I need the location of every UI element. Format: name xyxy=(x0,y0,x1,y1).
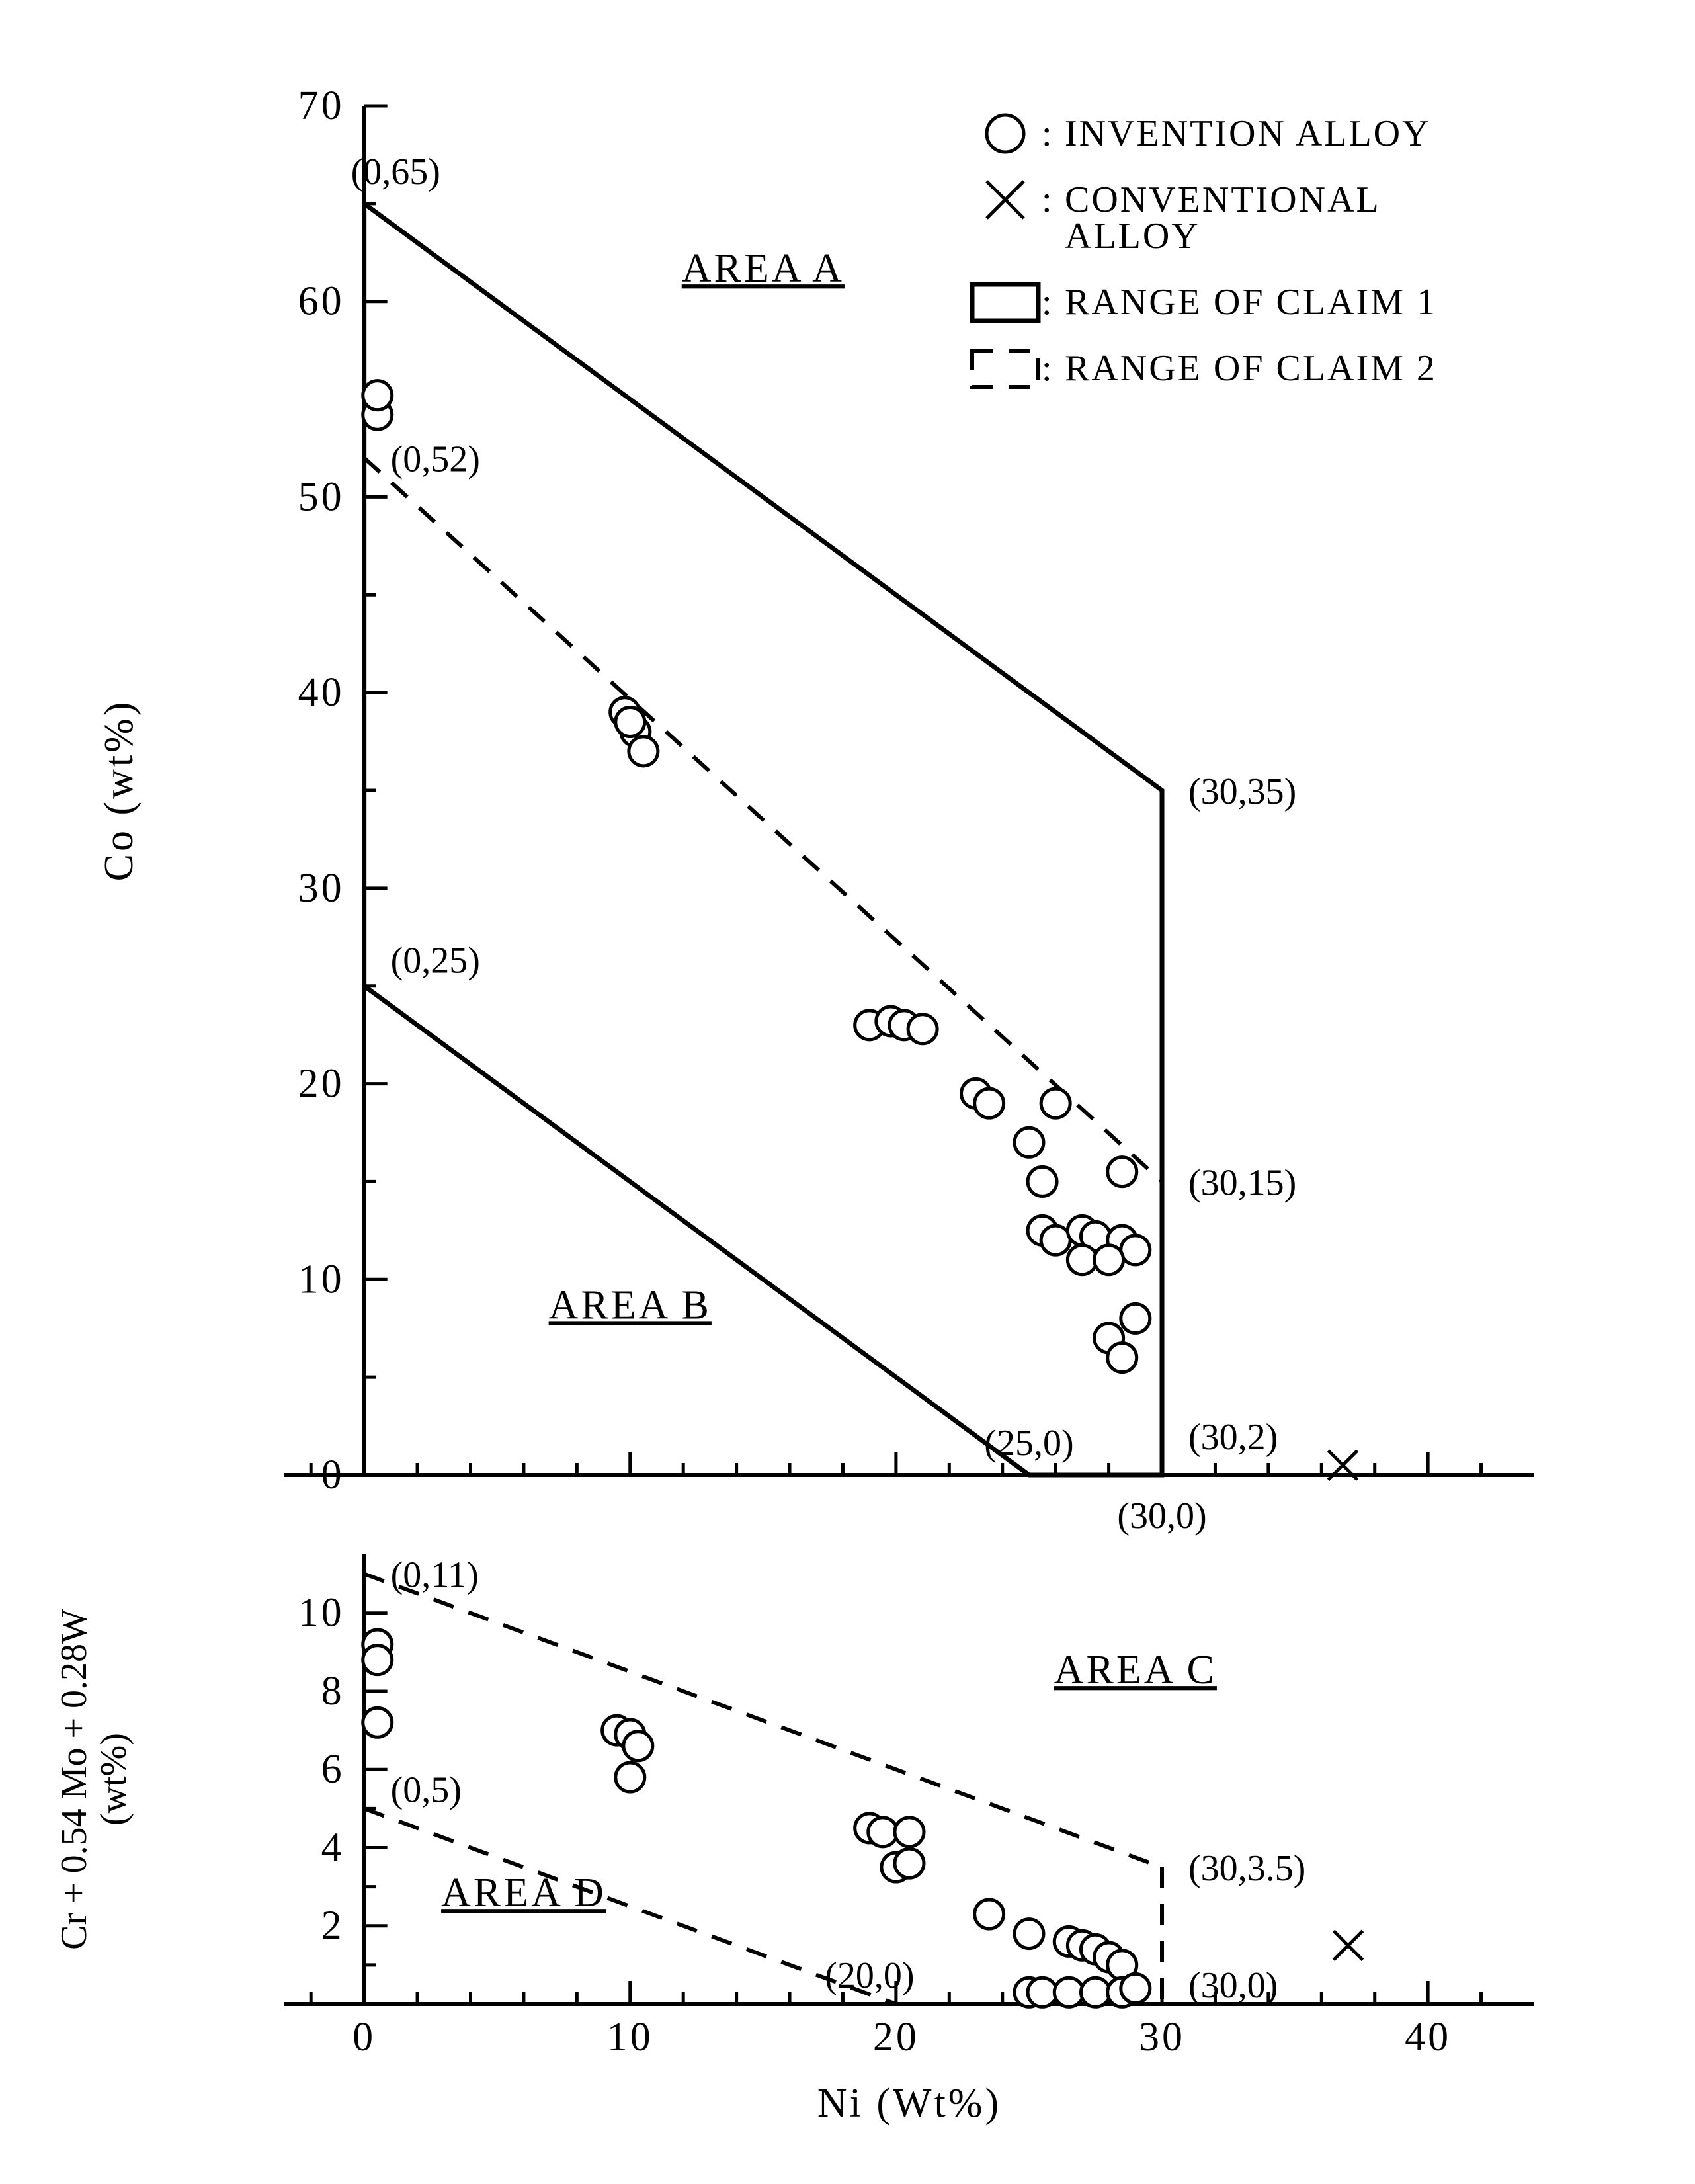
legend-colon: : xyxy=(1042,113,1054,154)
boundary xyxy=(364,1574,1162,1867)
invention-point xyxy=(1121,1974,1150,2003)
invention-point xyxy=(363,1646,392,1675)
coord-label: (0,5) xyxy=(391,1769,462,1810)
coord-label: (25,0) xyxy=(984,1423,1073,1464)
legend-label: INVENTION ALLOY xyxy=(1065,113,1431,154)
legend-label: CONVENTIONAL xyxy=(1065,179,1381,220)
coord-label: (30,15) xyxy=(1188,1162,1296,1203)
invention-point xyxy=(1028,1167,1057,1196)
invention-point xyxy=(363,1708,392,1737)
legend: : INVENTION ALLOY: CONVENTIONALALLOY: RANGE… xyxy=(972,113,1437,389)
coord-label: (30,3.5) xyxy=(1188,1848,1305,1889)
y-tick-label: 40 xyxy=(298,670,345,715)
invention-point xyxy=(1108,1343,1137,1372)
y-axis-label-bottom: Cr + 0.54 Mo + 0.28W(wt%) xyxy=(54,1609,134,1950)
legend-dashed-box-icon xyxy=(972,351,1038,387)
x-tick-label: 30 xyxy=(1139,2015,1185,2060)
coord-label: (30,2) xyxy=(1188,1417,1278,1458)
y-tick-label: 4 xyxy=(321,1825,345,1870)
invention-point xyxy=(624,1732,653,1761)
legend-colon: : xyxy=(1042,179,1054,220)
bottom-chart: 0 10 20 30 40 2 4 6 8 10 Cr + 0.54 Mo + 0.28W(wt%)… xyxy=(54,1554,1534,2060)
invention-point xyxy=(1041,1089,1070,1118)
invention-point xyxy=(1014,1919,1044,1949)
coord-label: (0,11) xyxy=(391,1555,479,1596)
invention-point xyxy=(1081,1978,1110,2007)
coord-label: (30,0) xyxy=(1117,1495,1206,1536)
y-tick-label: 6 xyxy=(321,1747,345,1792)
x-tick-label: 0 xyxy=(352,2015,376,2060)
invention-point xyxy=(1108,1157,1137,1187)
invention-point xyxy=(363,381,392,410)
legend-colon: : xyxy=(1042,348,1054,389)
invention-point xyxy=(1095,1245,1124,1275)
x-tick-label: 40 xyxy=(1405,2015,1451,2060)
invention-point xyxy=(908,1015,937,1044)
chart-canvas: 010203040506070Co (wt%)AREA AAREA B(0,65… xyxy=(0,0,1695,2184)
coord-label: (0,65) xyxy=(351,151,440,192)
legend-solid-box-icon xyxy=(972,284,1038,321)
invention-point xyxy=(1054,1978,1083,2007)
legend-label: RANGE OF CLAIM 2 xyxy=(1065,348,1437,389)
y-tick-label: 50 xyxy=(298,474,345,519)
coord-label: (0,25) xyxy=(391,941,480,982)
y-tick-label: 10 xyxy=(298,1591,345,1636)
invention-point xyxy=(616,708,645,737)
y-tick-label: 0 xyxy=(321,1452,345,1497)
area-label: AREA C xyxy=(1054,1648,1217,1693)
y-tick-label: 20 xyxy=(298,1062,345,1107)
legend-label: ALLOY xyxy=(1065,216,1200,257)
area-label: AREA D xyxy=(441,1870,606,1915)
invention-point xyxy=(1028,1978,1057,2007)
legend-colon: : xyxy=(1042,282,1054,323)
y-axis-label-top: Co (wt%) xyxy=(97,700,142,882)
invention-point xyxy=(1121,1236,1150,1265)
y-tick-label: 10 xyxy=(298,1257,345,1302)
coord-label: (20,0) xyxy=(825,1955,914,1996)
coord-label: (0,52) xyxy=(391,439,480,480)
y-tick-label: 70 xyxy=(298,83,345,128)
invention-point xyxy=(975,1089,1004,1118)
invention-point xyxy=(616,1763,645,1792)
invention-point xyxy=(1041,1226,1070,1255)
x-tick-label: 20 xyxy=(873,2015,919,2060)
y-tick-label: 8 xyxy=(321,1669,345,1714)
invention-point xyxy=(1014,1128,1044,1157)
coord-label: (30,0) xyxy=(1188,1965,1278,2006)
invention-point xyxy=(1121,1304,1150,1333)
area-label: AREA B xyxy=(549,1282,712,1327)
x-tick-label: 10 xyxy=(607,2015,653,2060)
invention-point xyxy=(975,1900,1004,1929)
invention-point xyxy=(868,1818,897,1847)
invention-point xyxy=(629,737,658,766)
invention-point xyxy=(895,1818,924,1847)
y-tick-label: 60 xyxy=(298,279,345,324)
legend-label: RANGE OF CLAIM 1 xyxy=(1065,282,1437,323)
invention-point xyxy=(895,1849,924,1878)
y-tick-label: 30 xyxy=(298,866,345,911)
y-tick-label: 2 xyxy=(321,1904,345,1949)
legend-circle-icon xyxy=(987,115,1024,152)
boundary xyxy=(364,204,1162,1475)
invention-point xyxy=(1067,1245,1096,1275)
coord-label: (30,35) xyxy=(1188,771,1296,812)
area-label: AREA A xyxy=(682,246,845,291)
x-axis-label: Ni (Wt%) xyxy=(817,2081,1001,2126)
